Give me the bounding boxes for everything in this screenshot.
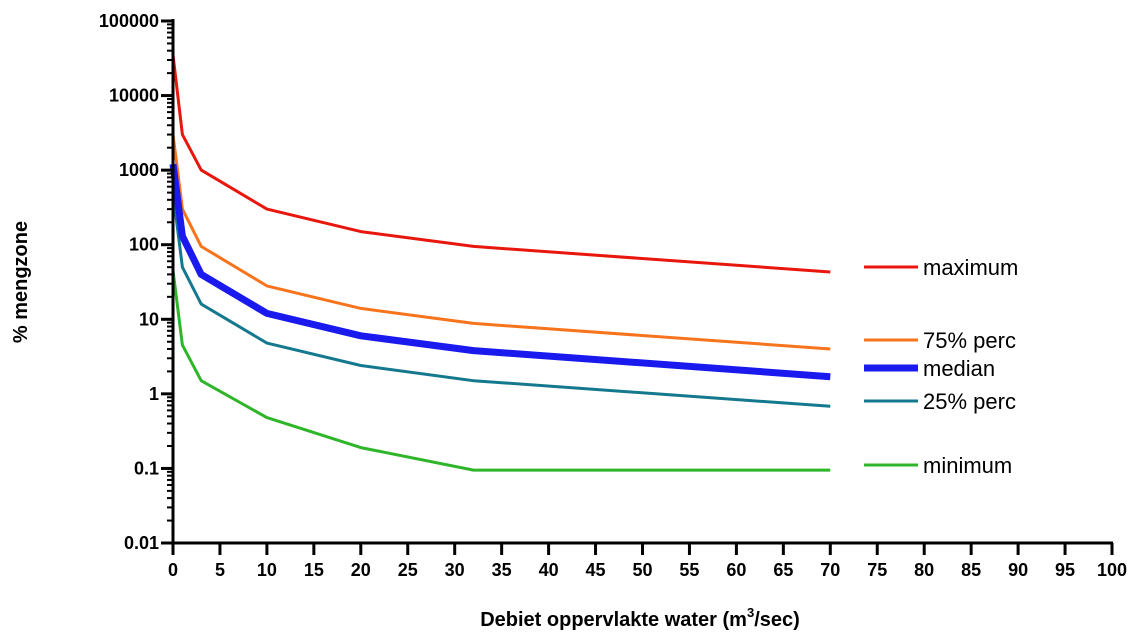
series-layer: [169, 54, 831, 472]
x-tick-label: 40: [539, 560, 559, 580]
legend-label-median: median: [923, 356, 995, 381]
y-tick-label: 0.1: [134, 458, 159, 478]
x-tick-label: 45: [586, 560, 606, 580]
x-axis-title-sup: 3: [747, 605, 754, 620]
x-tick-label: 100: [1097, 560, 1127, 580]
x-axis-title: Debiet oppervlakte water (m3/sec): [480, 605, 800, 631]
x-tick-label: 30: [445, 560, 465, 580]
x-tick-label: 5: [215, 560, 225, 580]
x-tick-label: 10: [257, 560, 277, 580]
legend-label-25-perc: 25% perc: [923, 389, 1016, 414]
series-line-75-perc: [171, 134, 831, 351]
legend-label-minimum: minimum: [923, 453, 1012, 478]
x-tick-label: 20: [351, 560, 371, 580]
x-tick-label: 25: [398, 560, 418, 580]
x-tick-label: 50: [632, 560, 652, 580]
y-tick-label: 0.01: [124, 533, 159, 553]
x-tick-label: 85: [961, 560, 981, 580]
y-tick-label: 10: [139, 309, 159, 329]
x-axis-title-prefix: Debiet oppervlakte water (m: [480, 609, 747, 631]
series-line-25-perc: [171, 192, 831, 408]
x-tick-label: 35: [492, 560, 512, 580]
x-axis-title-suffix: /sec): [754, 609, 800, 631]
y-tick-label: 100000: [99, 11, 159, 31]
y-tick-label: 10000: [109, 86, 159, 106]
x-tick-label: 75: [867, 560, 887, 580]
legend-label-maximum: maximum: [923, 255, 1018, 280]
series-line-maximum: [171, 54, 831, 274]
y-ticks: 0.01 0.1 1 10 100 1000 10000 100000: [99, 11, 173, 553]
x-tick-label: 95: [1055, 560, 1075, 580]
series-line-minimum: [171, 270, 831, 472]
legend-label-75-perc: 75% perc: [923, 328, 1016, 353]
legend: maximum 75% perc median 25% perc minimum: [864, 255, 1018, 478]
x-tick-label: 60: [726, 560, 746, 580]
x-tick-label: 70: [820, 560, 840, 580]
x-tick-label: 90: [1008, 560, 1028, 580]
y-tick-label: 100: [129, 235, 159, 255]
x-ticks: 0 5 10 15 20 25 30 35 40 45 50 55 60 65 70 75 80 85 90 95 10…: [168, 543, 1127, 580]
x-tick-label: 80: [914, 560, 934, 580]
series-line-median: [169, 163, 831, 381]
y-tick-label: 1000: [119, 160, 159, 180]
x-tick-label: 55: [679, 560, 699, 580]
x-tick-label: 65: [773, 560, 793, 580]
y-axis-title: % mengzone: [10, 221, 32, 343]
x-tick-label: 0: [168, 560, 178, 580]
x-tick-label: 15: [304, 560, 324, 580]
y-tick-label: 1: [149, 384, 159, 404]
